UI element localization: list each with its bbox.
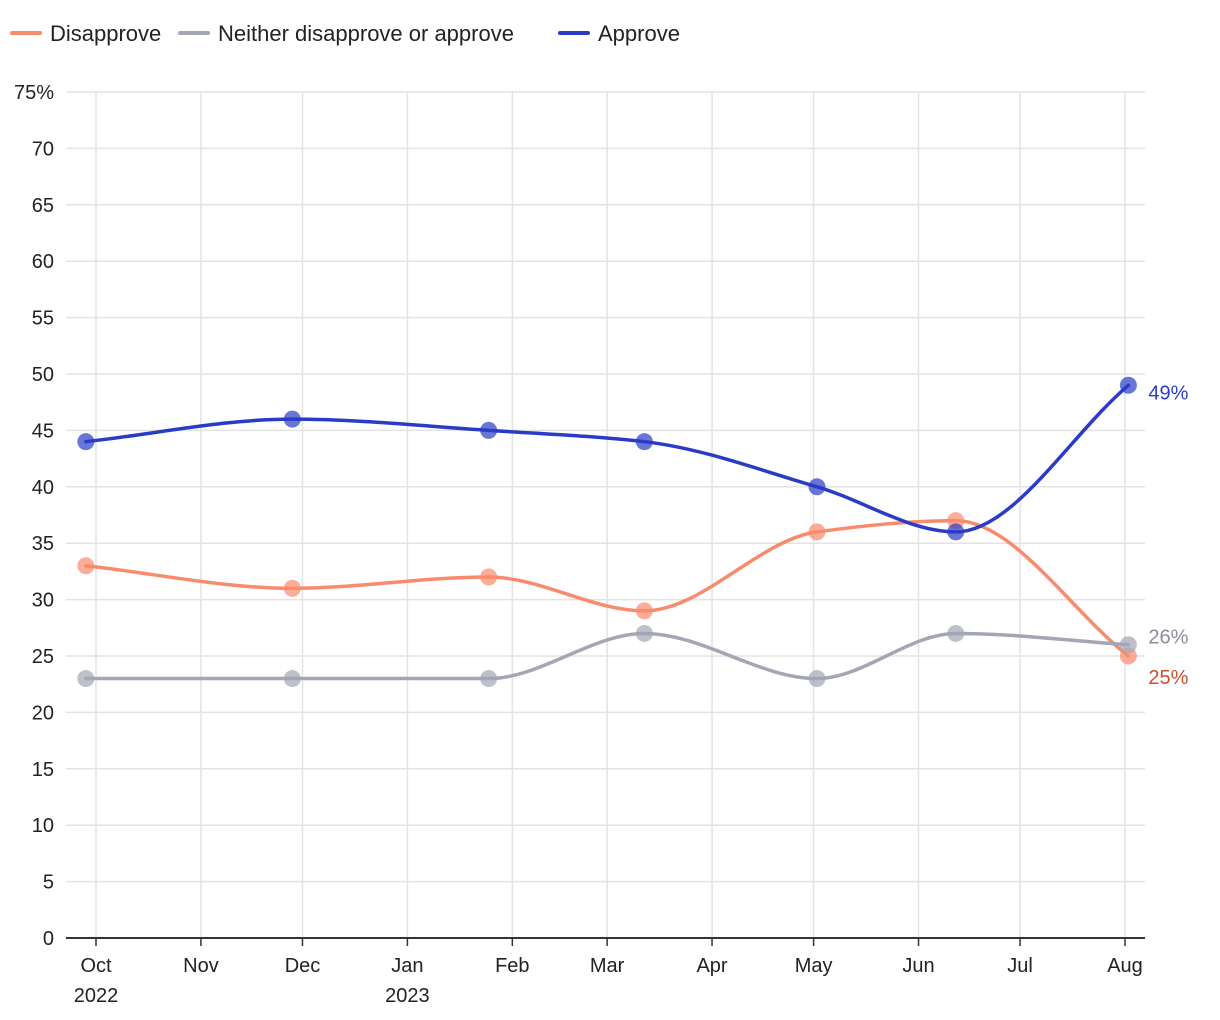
- x-tick-label: Aug: [1107, 955, 1143, 977]
- x-tick-label: Dec: [285, 955, 321, 977]
- y-tick-label: 45: [32, 420, 54, 442]
- data-point[interactable]: [1119, 636, 1137, 654]
- series-points-3: [77, 376, 1137, 541]
- data-point[interactable]: [480, 568, 498, 586]
- series-points: [77, 376, 1137, 688]
- x-tick-label: Jun: [902, 955, 934, 977]
- y-tick-label: 65: [32, 195, 54, 217]
- data-point[interactable]: [77, 433, 95, 451]
- y-tick-label: 35: [32, 533, 54, 555]
- y-tick-label: 20: [32, 702, 54, 724]
- x-tick-sublabel: 2022: [74, 985, 119, 1007]
- end-value-label: 49%: [1148, 382, 1188, 404]
- y-tick-label: 50: [32, 364, 54, 386]
- data-point[interactable]: [635, 602, 653, 620]
- x-tick-label: Jul: [1007, 955, 1033, 977]
- end-value-label: 25%: [1148, 667, 1188, 689]
- x-tick-label: Feb: [495, 955, 529, 977]
- legend-item-3[interactable]: Approve: [558, 21, 680, 46]
- x-tick-label: Oct: [80, 955, 112, 977]
- data-point[interactable]: [947, 523, 965, 541]
- data-point[interactable]: [635, 624, 653, 642]
- x-tick-label: Nov: [183, 955, 219, 977]
- data-point[interactable]: [808, 523, 826, 541]
- data-point[interactable]: [808, 670, 826, 688]
- data-point[interactable]: [283, 670, 301, 688]
- y-tick-label: 10: [32, 815, 54, 837]
- data-point[interactable]: [635, 433, 653, 451]
- y-tick-label: 75%: [14, 82, 54, 104]
- data-point[interactable]: [1119, 376, 1137, 394]
- series-points-2: [77, 624, 1137, 688]
- end-value-label: 26%: [1148, 627, 1188, 649]
- legend-label: Neither disapprove or approve: [218, 21, 514, 46]
- y-tick-label: 30: [32, 590, 54, 612]
- data-point[interactable]: [283, 579, 301, 597]
- end-labels: 25% 26% 49%: [1148, 382, 1188, 689]
- x-tick-label: May: [795, 955, 833, 977]
- legend-item-2[interactable]: Neither disapprove or approve: [178, 21, 514, 46]
- y-tick-label: 15: [32, 759, 54, 781]
- x-tick-label: Jan: [391, 955, 423, 977]
- y-tick-label: 70: [32, 138, 54, 160]
- y-tick-label: 60: [32, 251, 54, 273]
- x-tick-label: Apr: [696, 955, 727, 977]
- x-tick-sublabel: 2023: [385, 985, 430, 1007]
- y-tick-label: 40: [32, 477, 54, 499]
- data-point[interactable]: [480, 421, 498, 439]
- grid: [66, 91, 1145, 938]
- data-point[interactable]: [77, 670, 95, 688]
- data-point[interactable]: [947, 624, 965, 642]
- series-points-1: [77, 512, 1137, 665]
- legend-label: Disapprove: [50, 21, 161, 46]
- data-point[interactable]: [808, 478, 826, 496]
- y-tick-label: 5: [43, 872, 54, 894]
- x-axis: Oct 2022 Nov Dec Jan 2023 Feb Mar Apr May Jun Jul Au…: [66, 937, 1145, 1007]
- y-tick-label: 25: [32, 646, 54, 668]
- x-tick-label: Mar: [590, 955, 625, 977]
- y-tick-label: 0: [43, 928, 54, 950]
- y-tick-label: 55: [32, 308, 54, 330]
- data-point[interactable]: [77, 557, 95, 575]
- y-axis: 0 5 10 15 20 25 30 35 40 45 50 55 60 65 70 75%: [14, 82, 54, 950]
- data-point[interactable]: [283, 410, 301, 428]
- legend: Disapprove Neither disapprove or approve A…: [10, 21, 680, 46]
- legend-label: Approve: [598, 21, 680, 46]
- data-point[interactable]: [480, 670, 498, 688]
- legend-item-1[interactable]: Disapprove: [10, 21, 161, 46]
